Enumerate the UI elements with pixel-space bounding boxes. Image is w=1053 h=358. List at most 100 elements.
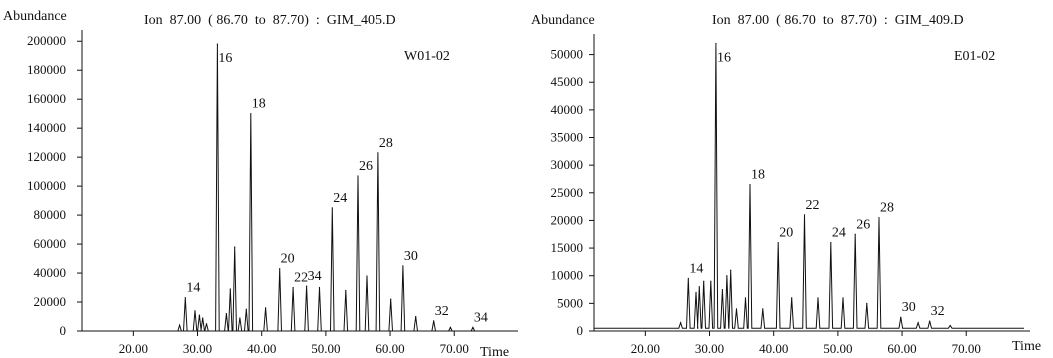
peak-apex [791, 297, 793, 299]
peak-apex [687, 277, 689, 280]
y-tick-label: 20000 [551, 212, 584, 227]
y-tick-label: 200000 [27, 33, 66, 48]
y-tick-label: 60000 [34, 236, 67, 251]
peak-label: 30 [902, 300, 916, 315]
peak-apex [830, 241, 832, 244]
peak-apex [695, 291, 697, 293]
x-tick-label: 70.00 [952, 341, 981, 356]
peak-apex [917, 322, 919, 324]
peak-apex [744, 297, 747, 299]
peak-label: 32 [435, 304, 449, 319]
peak-apex [878, 217, 880, 219]
y-tick-label: 120000 [27, 149, 66, 164]
peak-apex [402, 265, 404, 267]
peak-apex [449, 326, 451, 328]
peak-label: 14 [689, 261, 703, 276]
peak-apex [472, 326, 474, 328]
chromatogram-left-panel: Abundance Ion 87.00 ( 86.70 to 87.70) : … [3, 9, 518, 358]
peak-label: 14 [186, 281, 200, 296]
peak-apex [194, 310, 196, 312]
y-tick-label: 50000 [551, 47, 584, 62]
peak-apex [680, 322, 682, 324]
y-tick-label: 180000 [27, 62, 66, 77]
peak-label: 24 [832, 226, 846, 241]
y-tick-label: 5000 [557, 295, 583, 310]
peak-apex [366, 275, 368, 277]
peak-label: 22 [806, 198, 820, 213]
x-tick-label: 20.00 [119, 341, 148, 356]
peak-label: 32 [931, 304, 945, 319]
y-tick-label: 0 [60, 323, 67, 338]
peak-label: 20 [779, 226, 793, 241]
peak-apex [433, 320, 435, 322]
peak-label: 26 [856, 217, 870, 232]
y-tick-label: 10000 [551, 268, 584, 283]
peak-apex [345, 289, 347, 292]
y-tick-label: 45000 [551, 74, 584, 89]
peak-apex [264, 307, 267, 309]
peak-apex [216, 43, 219, 45]
peak-apex [721, 288, 723, 291]
y-axis-label: Abundance [3, 9, 67, 24]
peak-apex [377, 152, 379, 154]
peak-apex [292, 286, 294, 289]
peak-apex [184, 297, 186, 299]
x-tick-label: 50.00 [823, 341, 852, 356]
y-tick-label: 0 [577, 323, 584, 338]
y-tick-label: 100000 [27, 178, 66, 193]
y-tick-label: 40000 [34, 265, 67, 280]
x-tick-label: 70.00 [440, 341, 469, 356]
peak-apex [698, 286, 700, 288]
peak-apex [929, 320, 931, 322]
y-tick-label: 40000 [551, 102, 584, 117]
peak-apex [900, 316, 902, 318]
peak-apex [703, 280, 705, 282]
peak-label: 16 [717, 51, 731, 66]
peak-apex [229, 288, 231, 290]
x-axis-label: Time [480, 345, 509, 358]
ion-title: Ion 87.00 ( 86.70 to 87.70) : GIM_405.D [144, 13, 396, 28]
peak-apex [225, 313, 228, 315]
peak-apex [726, 275, 728, 277]
x-tick-label: 60.00 [375, 341, 404, 356]
x-tick-label: 40.00 [247, 341, 276, 356]
y-tick-label: 20000 [34, 294, 67, 309]
peak-apex [234, 246, 236, 248]
x-tick-label: 30.00 [695, 341, 724, 356]
peak-label: 22 [294, 271, 308, 286]
chromatogram-trace [594, 43, 1024, 329]
peak-apex [202, 317, 204, 319]
x-tick-label: 30.00 [183, 341, 212, 356]
chromatogram-trace [82, 44, 512, 332]
peak-apex [198, 314, 201, 316]
peak-apex [239, 317, 241, 319]
peak-apex [279, 268, 281, 270]
peak-apex [803, 214, 806, 216]
y-axis-label: Abundance [531, 13, 595, 28]
peak-label: 30 [404, 249, 418, 264]
y-tick-label: 80000 [34, 207, 67, 222]
x-tick-label: 50.00 [311, 341, 340, 356]
ion-title: Ion 87.00 ( 86.70 to 87.70) : GIM_409.D [712, 13, 964, 28]
peak-apex [854, 233, 856, 235]
peak-apex [842, 297, 844, 299]
sample-label: E01-02 [954, 49, 995, 64]
peak-apex [318, 286, 321, 289]
y-tick-label: 30000 [551, 157, 584, 172]
peak-apex [357, 175, 359, 177]
peak-apex [866, 302, 868, 304]
peak-label: 34 [474, 310, 488, 325]
peak-label: 28 [880, 201, 894, 216]
peak-apex [735, 308, 738, 310]
y-tick-label: 35000 [551, 130, 584, 145]
peak-label: 28 [379, 136, 393, 151]
peak-apex [762, 308, 764, 310]
x-tick-label: 40.00 [759, 341, 788, 356]
y-tick-label: 160000 [27, 91, 66, 106]
peak-apex [390, 298, 392, 300]
peak-apex [415, 315, 417, 318]
peak-label: 18 [751, 168, 765, 183]
peak-label: 16 [218, 51, 232, 66]
peak-apex [250, 113, 252, 115]
sample-label: W01-02 [404, 49, 450, 64]
